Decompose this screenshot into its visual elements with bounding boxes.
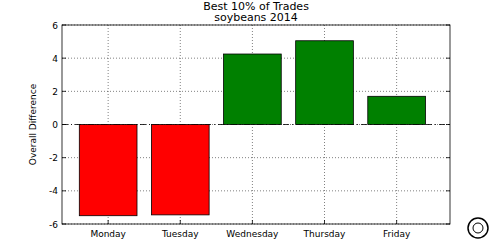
x-tick-label: Monday [90, 229, 126, 239]
y-tick [446, 157, 450, 158]
bar [79, 125, 137, 216]
y-tick [446, 91, 450, 92]
bar [224, 54, 282, 124]
chart: -6 -4 -2 0 2 4 6 Monday Tuesday Wednesday Thursday… [0, 0, 500, 250]
y-tick-label: 2 [52, 87, 58, 97]
y-tick [62, 124, 66, 125]
x-tick-label: Tuesday [161, 229, 199, 239]
bar [368, 96, 426, 124]
y-tick [62, 58, 66, 59]
x-tick-label: Friday [383, 229, 411, 239]
y-tick [62, 190, 66, 191]
y-tick-label: 4 [52, 54, 58, 64]
y-tick [446, 190, 450, 191]
x-tick [180, 220, 181, 224]
bar [296, 41, 354, 125]
logo-inner [473, 223, 483, 233]
y-tick [446, 124, 450, 125]
y-tick [62, 91, 66, 92]
y-tick [62, 157, 66, 158]
y-tick [62, 224, 66, 225]
x-tick [324, 220, 325, 224]
x-tick [396, 220, 397, 224]
x-tick [108, 220, 109, 224]
logo [468, 218, 488, 238]
y-tick [446, 224, 450, 225]
plot-frame [62, 25, 450, 224]
y-tick-label: 0 [52, 120, 58, 130]
x-tick [252, 220, 253, 224]
x-tick-label: Wednesday [226, 229, 279, 239]
y-tick-label: 6 [52, 21, 58, 31]
y-tick [446, 58, 450, 59]
y-axis-label: Overall Difference [28, 83, 38, 165]
y-tick-label: -6 [49, 220, 58, 230]
y-tick [446, 25, 450, 26]
subtitle: soybeans 2014 [214, 11, 298, 24]
y-tick [62, 25, 66, 26]
y-tick-label: -2 [49, 153, 58, 163]
y-tick-label: -4 [49, 186, 58, 196]
bar [151, 125, 209, 215]
x-tick-label: Thursday [303, 229, 347, 239]
